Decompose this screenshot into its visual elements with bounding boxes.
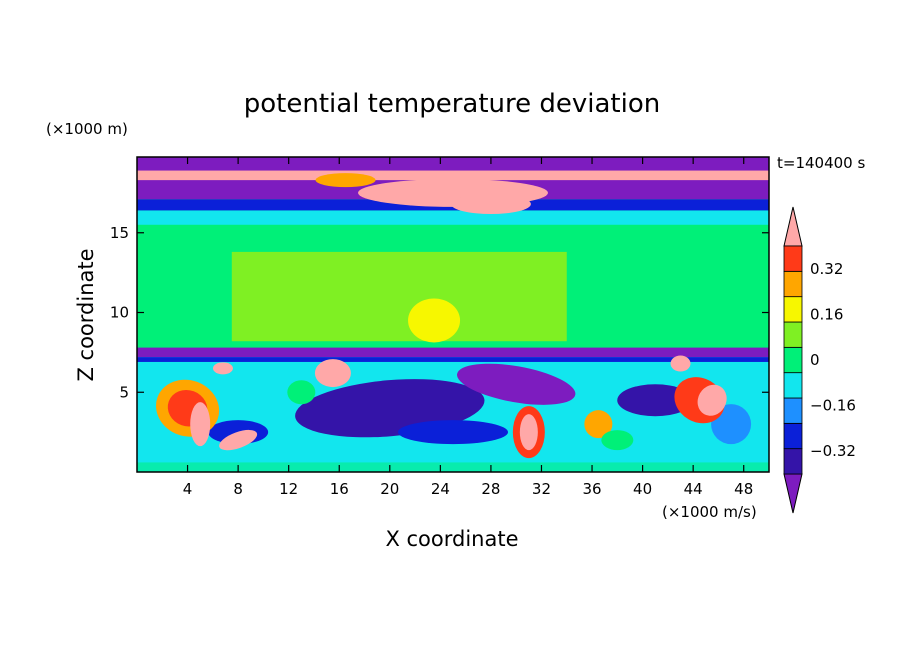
x-tick-label: 16 [330,480,349,498]
x-axis-ticks: 4 8 12 16 20 24 28 32 36 40 44 48 [183,157,753,498]
x-tick-label: 20 [380,480,399,498]
x-tick-label: 44 [684,480,703,498]
colorbar-tick-label: 0.32 [810,260,843,278]
x-axis-label: X coordinate [385,527,518,551]
x-tick-label: 36 [582,480,601,498]
turbulent-blob-18 [601,430,634,451]
turbulent-blob-12 [519,414,538,451]
turbulent-blob-4 [398,420,508,445]
upper-pink-lobe [450,194,531,215]
colorbar-segment [783,245,803,272]
colorbar-tick-label: 0.16 [810,305,843,323]
turbulent-blob-13 [584,410,613,439]
turbulent-blob-9 [219,429,258,451]
bottom-strip [137,462,769,472]
colorbar-segment [783,346,803,374]
colorbar: 0.32 0.16 0 −0.16 −0.32 [783,206,856,514]
colorbar-segment [783,296,803,323]
x-tick-label: 48 [734,480,753,498]
colorbar-segment [783,270,803,298]
yellow-core [408,298,461,343]
x-tick-label: 4 [183,480,193,498]
turbulent-blob-20 [397,446,458,459]
colorbar-segment [783,397,803,424]
pink-streak [137,170,769,181]
plot-frame [136,156,770,473]
colorbar-segment [783,372,803,399]
x-tick-label: 12 [279,480,298,498]
y-axis-label: Z coordinate [74,248,98,381]
turbulent-blob-3 [617,384,694,417]
colorbar-tick-label: −0.16 [810,397,856,415]
y-unit-label: (×1000 m) [46,120,128,138]
colorbar-segment [783,448,803,475]
chart-title: potential temperature deviation [244,89,660,119]
turbulent-blob-17 [287,380,316,405]
turbulent-blob-15 [697,384,727,416]
cyan-band [137,210,769,225]
warm-core [231,251,567,342]
x-tick-label: 28 [481,480,500,498]
heatmap-field [137,157,769,472]
x-tick-label: 8 [233,480,243,498]
colorbar-tick-label: 0 [810,351,820,369]
turbulent-blob-8 [190,402,211,447]
time-label: t=140400 s [777,154,865,172]
x-tick-label: 32 [532,480,551,498]
colorbar-extend-top [783,206,803,247]
inversion-blue [137,357,769,362]
upper-orange-patch [315,173,376,188]
turbulent-blob-19 [212,362,233,375]
y-axis-ticks: 5 10 15 [110,224,769,401]
y-tick-label: 15 [110,224,129,242]
colorbar-tick-label: −0.32 [810,442,856,460]
x-tick-label: 40 [633,480,652,498]
turbulent-blob-1 [457,363,576,405]
colorbar-extend-bottom [783,473,803,514]
turbulent-blob-10 [314,359,351,388]
y-tick-label: 5 [119,383,129,401]
x-tick-label: 24 [431,480,450,498]
colorbar-segment [783,422,803,450]
x-unit-label: (×1000 m/s) [662,503,757,521]
colorbar-segment [783,321,803,348]
inversion-purple [137,347,769,358]
turbulent-blob-16 [670,355,691,372]
y-tick-label: 10 [110,304,129,322]
